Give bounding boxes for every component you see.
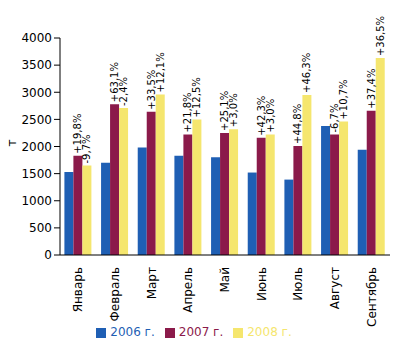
svg-text:3500: 3500 [21, 58, 52, 72]
svg-text:1500: 1500 [21, 167, 52, 181]
svg-text:+3,0%: +3,0% [228, 93, 239, 127]
svg-text:+19,8%: +19,8% [72, 113, 84, 154]
svg-text:+46,3%: +46,3% [301, 53, 312, 93]
svg-text:-9,7%: -9,7% [81, 134, 92, 163]
svg-text:Июль: Июль [291, 267, 305, 301]
svg-text:Июнь: Июнь [255, 267, 269, 301]
svg-text:+25,1%: +25,1% [219, 90, 231, 131]
svg-text:+12,1%: +12,1% [155, 52, 166, 92]
svg-text:+21,8%: +21,8% [182, 92, 194, 133]
svg-text:+44,8%: +44,8% [292, 104, 303, 144]
svg-text:+3,0%: +3,0% [265, 99, 276, 133]
svg-text:Сентябрь: Сентябрь [365, 267, 379, 327]
svg-text:+33,5%: +33,5% [145, 69, 157, 110]
svg-text:500: 500 [29, 221, 52, 235]
svg-text:0: 0 [44, 248, 52, 262]
html-text:2007 г.: 2007 г. [178, 325, 224, 339]
svg-text:т: т [8, 140, 19, 147]
svg-text:+63,1%: +63,1% [109, 62, 121, 103]
svg-text:Май: Май [218, 267, 232, 293]
svg-text:Август: Август [328, 267, 342, 309]
svg-text:+10,7%: +10,7% [338, 79, 349, 119]
svg-text:Март: Март [145, 267, 159, 299]
svg-text:Февраль: Февраль [108, 267, 122, 322]
svg-text:-2,4%: -2,4% [118, 77, 129, 106]
html-text:2006 г.: 2006 г. [110, 325, 155, 339]
svg-text:4000: 4000 [21, 31, 52, 45]
svg-text:-6,7%: -6,7% [329, 103, 341, 133]
svg-text:+36,5%: +36,5% [375, 16, 386, 56]
svg-text:+37,4%: +37,4% [366, 69, 377, 109]
svg-text:Апрель: Апрель [181, 267, 195, 313]
svg-text:1000: 1000 [21, 194, 52, 208]
svg-text:2500: 2500 [21, 113, 52, 127]
svg-text:+42,3%: +42,3% [255, 95, 267, 136]
svg-text:+12,5%: +12,5% [191, 77, 202, 117]
svg-text:2000: 2000 [21, 140, 52, 154]
svg-text:3000: 3000 [21, 86, 52, 100]
html-text:2008 г.: 2008 г. [247, 325, 292, 339]
svg-text:Январь: Январь [71, 267, 85, 312]
